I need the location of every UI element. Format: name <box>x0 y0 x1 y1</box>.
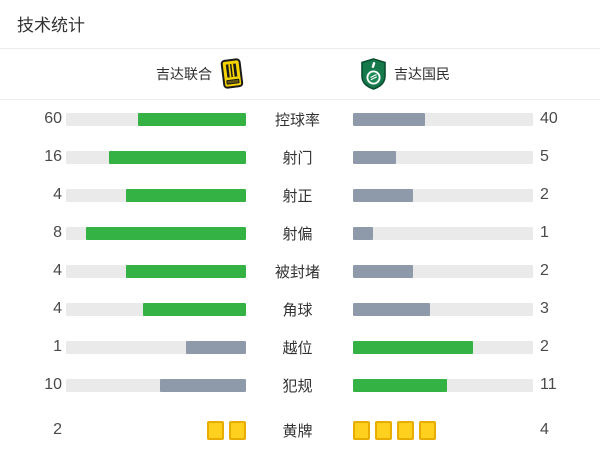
yellow-card-icon <box>397 420 414 440</box>
away-stat-bar <box>353 264 533 278</box>
away-bar-fill <box>353 150 396 164</box>
home-stat-bar <box>66 150 246 164</box>
stat-row: 16 射门 5 <box>0 138 600 176</box>
away-stat-bar <box>353 150 533 164</box>
stat-rows: 60 控球率 40 16 射门 5 4 射正 2 8 <box>0 100 600 404</box>
stat-row: 60 控球率 40 <box>0 100 600 138</box>
yellow-card-icon <box>353 420 370 440</box>
away-bar-fill <box>353 264 413 278</box>
stat-home-value: 4 <box>53 262 62 279</box>
home-bar-fill <box>138 112 246 126</box>
away-stat-bar <box>353 378 533 392</box>
yellow-card-icon <box>419 420 436 440</box>
home-stat-bar <box>66 340 246 354</box>
stat-away-value: 3 <box>540 300 549 317</box>
away-stat-bar <box>353 226 533 240</box>
stat-home-value: 8 <box>53 224 62 241</box>
yellow-card-icon <box>207 420 224 440</box>
stat-row: 4 被封堵 2 <box>0 252 600 290</box>
yellow-card-icon <box>375 420 392 440</box>
stat-away-value: 40 <box>540 110 558 127</box>
team-header: 吉达联合 <box>0 49 600 99</box>
stat-home-value: 1 <box>53 338 62 355</box>
stat-label: 射正 <box>282 187 313 205</box>
stat-home-value: 16 <box>44 148 62 165</box>
home-stat-bar <box>66 264 246 278</box>
team-away-logo-icon <box>360 58 387 90</box>
stat-away-value: 5 <box>540 148 549 165</box>
panel-title: 技术统计 <box>17 16 85 35</box>
home-yellow-cards <box>66 420 246 440</box>
home-bar-fill <box>86 226 246 240</box>
stat-row: 8 射偏 1 <box>0 214 600 252</box>
stat-home-value: 4 <box>53 186 62 203</box>
yellow-cards-row: 2 黄牌 4 <box>0 404 600 456</box>
away-yellow-cards <box>353 420 533 440</box>
away-bar-fill <box>353 378 448 392</box>
team-away: 吉达国民 <box>300 58 600 90</box>
team-home: 吉达联合 <box>0 58 300 90</box>
home-bar-fill <box>143 302 246 316</box>
home-bar-fill <box>126 264 246 278</box>
away-bar-fill <box>353 302 431 316</box>
stat-row: 1 越位 2 <box>0 328 600 366</box>
home-stat-bar <box>66 226 246 240</box>
away-stat-bar <box>353 188 533 202</box>
cards-away-value: 4 <box>540 421 549 438</box>
cards-home-value: 2 <box>53 421 62 438</box>
stat-home-value: 60 <box>44 110 62 127</box>
home-bar-fill <box>126 188 246 202</box>
home-bar-fill <box>160 378 246 392</box>
stat-label: 角球 <box>282 301 313 319</box>
divider <box>0 48 600 49</box>
stat-label: 射门 <box>282 149 313 167</box>
stat-home-value: 10 <box>44 376 62 393</box>
away-stat-bar <box>353 302 533 316</box>
home-stat-bar <box>66 302 246 316</box>
stat-away-value: 2 <box>540 338 549 355</box>
away-bar-fill <box>353 340 473 354</box>
stat-row: 4 射正 2 <box>0 176 600 214</box>
stat-label: 射偏 <box>282 225 313 243</box>
stat-away-value: 2 <box>540 186 549 203</box>
home-stat-bar <box>66 378 246 392</box>
home-bar-fill <box>108 150 246 164</box>
stat-away-value: 11 <box>540 376 557 393</box>
home-bar-fill <box>186 340 246 354</box>
away-bar-fill <box>353 188 413 202</box>
stat-label: 越位 <box>282 339 313 357</box>
stat-label: 控球率 <box>274 111 320 129</box>
stat-away-value: 1 <box>540 224 549 241</box>
yellow-card-icon <box>229 420 246 440</box>
away-bar-fill <box>353 112 425 126</box>
stat-row: 10 犯规 11 <box>0 366 600 404</box>
stat-label: 被封堵 <box>274 263 320 281</box>
stat-row: 4 角球 3 <box>0 290 600 328</box>
home-stat-bar <box>66 188 246 202</box>
home-stat-bar <box>66 112 246 126</box>
cards-label: 黄牌 <box>282 422 313 440</box>
stat-away-value: 2 <box>540 262 549 279</box>
away-stat-bar <box>353 112 533 126</box>
away-stat-bar <box>353 340 533 354</box>
team-home-name: 吉达联合 <box>156 66 212 82</box>
away-bar-fill <box>353 226 373 240</box>
divider <box>0 99 600 100</box>
team-away-name: 吉达国民 <box>394 66 450 82</box>
team-home-logo-icon <box>219 58 245 90</box>
stat-home-value: 4 <box>53 300 62 317</box>
stat-label: 犯规 <box>282 377 313 395</box>
